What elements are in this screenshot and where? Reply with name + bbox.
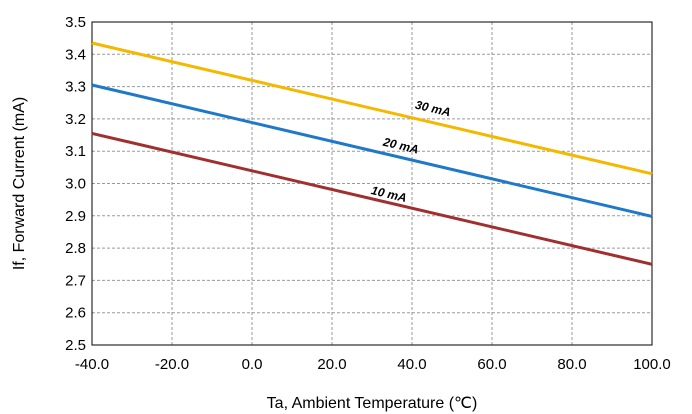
y-tick-label: 2.8 bbox=[65, 240, 86, 257]
x-tick-label: -20.0 bbox=[155, 356, 189, 373]
x-tick-label: 100.0 bbox=[633, 356, 671, 373]
y-tick-label: 2.5 bbox=[65, 337, 86, 354]
y-tick-label: 2.7 bbox=[65, 272, 86, 289]
y-tick-label: 3.1 bbox=[65, 143, 86, 160]
x-tick-label: 20.0 bbox=[317, 356, 346, 373]
series-line-10-ma bbox=[91, 131, 653, 266]
x-tick-label: -40.0 bbox=[75, 356, 109, 373]
x-tick-label: 60.0 bbox=[477, 356, 506, 373]
x-tick-label: 0.0 bbox=[242, 356, 263, 373]
y-tick-label: 2.6 bbox=[65, 305, 86, 322]
y-axis-title: If, Forward Current (mA) bbox=[11, 97, 28, 270]
plot-area bbox=[91, 21, 653, 346]
series-label: 30 mA bbox=[414, 98, 452, 120]
y-tick-label: 3.5 bbox=[65, 14, 86, 31]
x-tick-label: 40.0 bbox=[397, 356, 426, 373]
y-axis-ticks: 2.5 2.6 2.7 2.8 2.9 3.0 3.1 3.2 3.3 3.4 3.5 bbox=[65, 14, 86, 354]
series-line-20-ma bbox=[91, 83, 653, 218]
y-tick-label: 3.4 bbox=[65, 46, 86, 63]
y-tick-label: 3.2 bbox=[65, 111, 86, 128]
x-axis-title: Ta, Ambient Temperature (℃) bbox=[267, 395, 478, 412]
y-tick-label: 3.3 bbox=[65, 79, 86, 96]
y-tick-label: 2.9 bbox=[65, 208, 86, 225]
series-line-30-ma bbox=[91, 41, 653, 176]
x-axis-ticks: -40.0 -20.0 0.0 20.0 40.0 60.0 80.0 100.0 bbox=[75, 356, 671, 373]
x-tick-label: 80.0 bbox=[557, 356, 586, 373]
y-tick-label: 3.0 bbox=[65, 176, 86, 193]
